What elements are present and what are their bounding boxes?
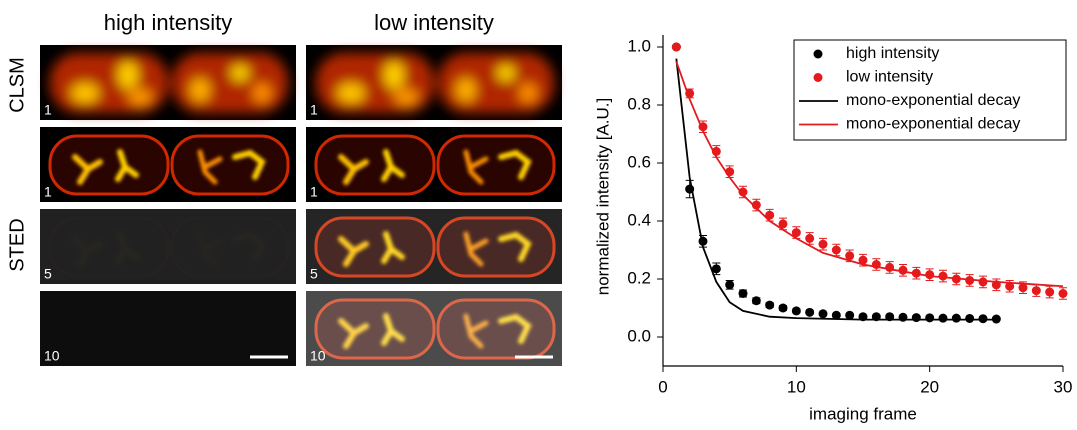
column-title: low intensity: [374, 10, 494, 35]
frame-label: 10: [310, 348, 326, 364]
chart: 0.0 0.2 0.4 0.6 0.8 1.0 0 10 20 30 imaging frame no…: [593, 35, 1072, 423]
frame-label: 1: [44, 184, 52, 200]
data-point: [725, 167, 735, 177]
data-point: [671, 42, 681, 52]
data-point: [805, 307, 815, 317]
legend-label: mono-exponential decay: [846, 116, 1020, 133]
micrograph: [40, 45, 296, 120]
y-tick-label: 0.4: [627, 210, 651, 229]
data-point: [685, 184, 695, 194]
fit-line: [675, 58, 997, 321]
data-point: [965, 275, 975, 285]
data-point: [1005, 281, 1015, 291]
data-point: [938, 313, 948, 323]
y-axis-label: normalized intensity [A.U.]: [593, 98, 612, 295]
data-point: [685, 88, 695, 98]
micrograph: [306, 209, 562, 284]
data-point: [871, 312, 881, 322]
x-tick-label: 0: [658, 377, 667, 396]
frame-labels: 1 1 5 10 1 1 5 10: [44, 102, 326, 364]
data-point: [911, 268, 921, 278]
legend-label: low intensity: [846, 69, 933, 86]
y-tick-label: 0.6: [627, 152, 651, 171]
data-point: [698, 122, 708, 132]
data-point: [765, 300, 775, 310]
data-point: [938, 271, 948, 281]
y-tick-label: 0.2: [627, 268, 651, 287]
frame-label: 1: [310, 102, 318, 118]
row-label: CLSM: [6, 57, 28, 113]
data-point: [778, 219, 788, 229]
micrograph-dim: [40, 209, 296, 284]
column-title: high intensity: [104, 10, 232, 35]
frame-label: 1: [310, 184, 318, 200]
legend-marker: [813, 49, 823, 59]
frame-label: 10: [44, 348, 60, 364]
data-point: [871, 260, 881, 269]
data-point: [925, 313, 935, 323]
data-point: [925, 270, 935, 280]
data-point: [951, 313, 961, 323]
data-point: [751, 200, 761, 210]
data-point: [978, 314, 988, 324]
data-point: [738, 187, 748, 197]
data-point: [845, 251, 855, 261]
x-tick-label: 10: [787, 377, 806, 396]
data-point: [898, 312, 908, 322]
data-point: [858, 312, 868, 322]
legend-box: [793, 39, 1067, 141]
data-point: [1058, 289, 1068, 298]
data-point: [1031, 286, 1041, 296]
data-point: [965, 313, 975, 323]
data-point: [1018, 283, 1028, 293]
frame-label: 1: [44, 102, 52, 118]
micrograph: [306, 127, 562, 202]
data-point: [885, 312, 895, 322]
frame-label: 5: [310, 266, 318, 282]
data-point: [751, 296, 761, 306]
data-point: [1045, 287, 1055, 297]
micrograph: [40, 127, 296, 202]
data-point: [991, 314, 1001, 324]
data-point: [951, 274, 961, 284]
data-point: [845, 310, 855, 320]
legend-marker: [813, 73, 823, 82]
micrograph: [306, 45, 562, 120]
y-tick-label: 0.0: [627, 326, 651, 345]
data-point: [711, 146, 721, 156]
data-point: [725, 280, 735, 290]
row-label: STED: [6, 218, 28, 271]
data-point: [765, 210, 775, 220]
y-tick-label: 1.0: [627, 36, 651, 55]
data-point: [698, 236, 708, 246]
data-point: [885, 262, 895, 272]
x-tick-label: 20: [920, 377, 939, 396]
legend-label: high intensity: [846, 45, 939, 62]
data-point: [818, 239, 828, 249]
data-point: [978, 277, 988, 287]
micrograph: [306, 291, 562, 366]
data-point: [911, 313, 921, 323]
data-point: [898, 265, 908, 275]
data-point: [818, 309, 828, 319]
data-point: [991, 280, 1001, 290]
data-point: [858, 255, 868, 265]
data-point: [711, 264, 721, 274]
micrograph-dim: [40, 291, 296, 366]
data-point: [831, 310, 841, 320]
legend-label: mono-exponential decay: [846, 92, 1020, 109]
frame-label: 5: [44, 266, 52, 282]
data-point: [831, 245, 841, 255]
data-point: [778, 303, 788, 313]
y-tick-label: 0.8: [627, 94, 651, 113]
data-point: [738, 289, 748, 298]
x-tick-label: 30: [1054, 377, 1073, 396]
data-point: [791, 228, 801, 238]
data-point: [805, 233, 815, 243]
x-axis-label: imaging frame: [809, 404, 917, 423]
data-point: [791, 306, 801, 316]
